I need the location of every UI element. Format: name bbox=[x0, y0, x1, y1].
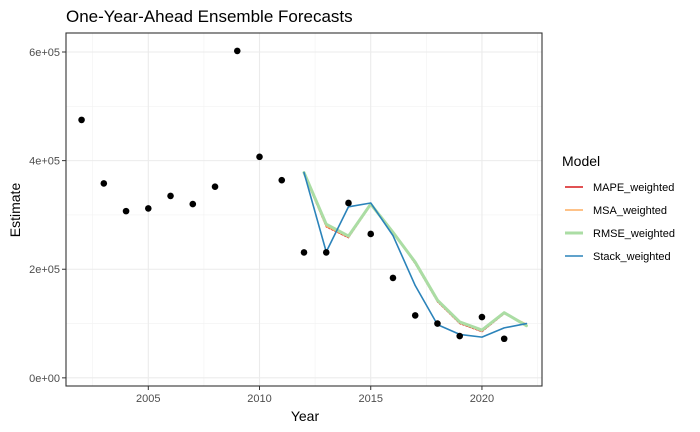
observed-point bbox=[345, 199, 352, 207]
legend-label: MAPE_weighted bbox=[593, 182, 674, 194]
y-tick-label: 4e+05 bbox=[29, 156, 60, 168]
plot-panel bbox=[65, 32, 543, 387]
observed-point bbox=[500, 335, 508, 343]
observed-point bbox=[122, 207, 130, 215]
observed-point bbox=[367, 230, 375, 238]
observed-point bbox=[211, 183, 219, 190]
series-line-stack-weighted bbox=[303, 171, 528, 338]
observed-point bbox=[456, 332, 464, 340]
y-tick-label: 2e+05 bbox=[29, 264, 60, 276]
series-line-rmse-weighted bbox=[302, 171, 528, 332]
observed-point bbox=[300, 249, 308, 256]
chart-title: One-Year-Ahead Ensemble Forecasts bbox=[66, 7, 353, 26]
observed-point bbox=[100, 180, 108, 187]
legend-label: Stack_weighted bbox=[593, 251, 671, 263]
observed-point bbox=[389, 274, 397, 282]
legend-label: RMSE_weighted bbox=[593, 228, 675, 240]
y-tick-label: 0e+00 bbox=[29, 373, 60, 385]
y-axis-title: Estimate bbox=[7, 183, 23, 238]
x-tick-label: 2020 bbox=[470, 393, 494, 405]
x-tick-label: 2015 bbox=[358, 393, 382, 405]
legend: Model MAPE_weighted MSA_weighted RMSE_weig… bbox=[562, 153, 675, 263]
x-axis-title: Year bbox=[291, 408, 320, 424]
observed-point bbox=[189, 200, 197, 208]
observed-point bbox=[322, 249, 330, 256]
observed-point bbox=[434, 320, 441, 327]
y-tick-label: 6e+05 bbox=[29, 47, 60, 59]
legend-label: MSA_weighted bbox=[593, 205, 667, 217]
observed-point bbox=[78, 116, 85, 124]
legend-title: Model bbox=[562, 153, 600, 169]
observed-point bbox=[233, 47, 241, 55]
observed-point bbox=[278, 176, 286, 184]
plot-border bbox=[65, 32, 543, 387]
observed-point bbox=[411, 312, 419, 319]
observed-point bbox=[478, 313, 486, 321]
observed-point bbox=[256, 153, 263, 161]
x-tick-label: 2005 bbox=[136, 393, 160, 405]
observed-point bbox=[167, 192, 174, 200]
observed-point bbox=[144, 205, 152, 212]
x-tick-label: 2010 bbox=[247, 393, 271, 405]
